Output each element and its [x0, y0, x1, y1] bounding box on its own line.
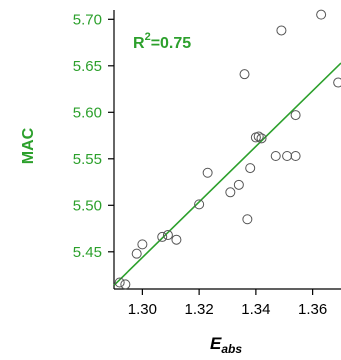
y-tick-label: 5.45	[73, 244, 102, 261]
data-point	[137, 239, 148, 250]
r-squared-prefix: R	[133, 35, 145, 52]
r-squared-sup: 2	[145, 31, 151, 43]
data-point	[282, 151, 293, 162]
data-point	[225, 187, 236, 198]
data-point	[202, 167, 213, 178]
x-ticks: 1.30 1.32 1.34 1.36	[128, 289, 327, 318]
data-point	[245, 163, 256, 174]
data-point	[162, 230, 173, 241]
plot-area	[113, 10, 341, 290]
data-point	[276, 25, 287, 36]
data-point	[157, 231, 168, 242]
data-point	[333, 77, 341, 88]
y-tick-label: 5.65	[73, 58, 102, 75]
fit-line	[113, 62, 341, 286]
x-tick-label: 1.34	[241, 301, 270, 318]
x-tick-label: 1.32	[185, 301, 214, 318]
data-point	[253, 131, 264, 142]
data-point	[131, 248, 142, 259]
data-point	[256, 133, 267, 144]
data-point	[290, 110, 301, 121]
x-axis-label-sub: abs	[221, 342, 242, 356]
r-squared-value: =0.75	[151, 35, 192, 52]
y-tick-label: 5.50	[73, 197, 102, 214]
data-point	[114, 277, 125, 288]
data-point	[194, 199, 205, 210]
r-squared-annotation: R2=0.75	[133, 31, 191, 52]
data-point	[270, 151, 281, 162]
data-point	[290, 151, 301, 162]
data-point	[242, 214, 253, 225]
data-points	[114, 9, 341, 290]
data-point	[316, 9, 327, 20]
x-tick-label: 1.36	[298, 301, 327, 318]
data-point	[171, 234, 182, 245]
x-axis-label-main: E	[210, 334, 222, 353]
data-point	[120, 279, 131, 290]
data-point	[233, 179, 244, 190]
x-tick-label: 1.30	[128, 301, 157, 318]
y-tick-label: 5.70	[73, 11, 102, 28]
y-tick-label: 5.60	[73, 104, 102, 121]
y-ticks: 5.45 5.50 5.55 5.60 5.65 5.70	[73, 11, 114, 261]
y-axis-label: MAC	[20, 127, 37, 164]
data-point	[239, 69, 250, 80]
x-axis-label: Eabs	[210, 334, 242, 356]
y-tick-label: 5.55	[73, 151, 102, 168]
